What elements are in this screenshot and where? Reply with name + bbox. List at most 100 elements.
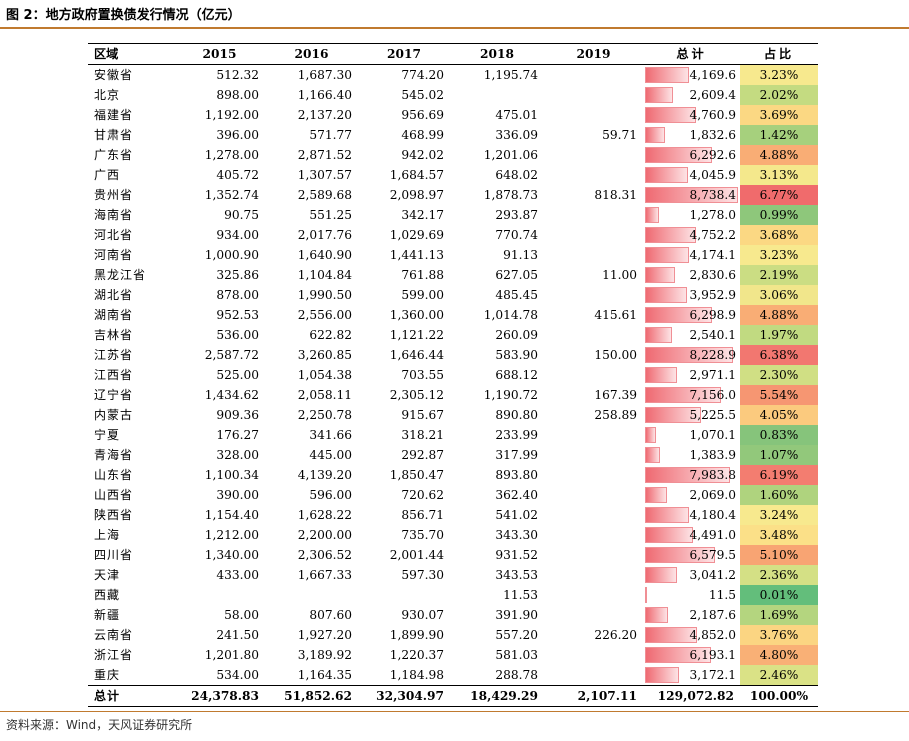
total-data-bar [645,267,676,283]
value-2017: 545.02 [401,88,444,102]
share-cell: 3.23% [740,245,818,265]
value-2016: 622.82 [309,328,352,342]
total-data-bar [645,547,716,563]
total-cell: 7,983.8 [643,465,740,485]
value-2018: 893.80 [495,468,538,482]
value-2015: 952.53 [216,308,259,322]
summary-2016: 51,852.62 [265,685,358,707]
value-2016: 4,139.20 [297,468,352,482]
value-2018: 688.12 [495,368,538,382]
share-cell: 4.80% [740,645,818,665]
share-cell: 3.76% [740,625,818,645]
region-cell: 福建省 [94,108,134,122]
total-value: 4,752.2 [689,228,736,242]
total-value: 4,169.6 [689,68,736,82]
value-2019 [544,525,643,545]
header-2017: 2017 [358,43,450,65]
value-2019 [544,145,643,165]
source-note: 资料来源：Wind，天风证券研究所 [6,718,193,732]
region-cell: 海南省 [94,208,134,222]
value-2016: 571.77 [309,128,352,142]
value-2019: 258.89 [594,408,637,422]
total-data-bar [645,507,690,523]
region-cell: 山西省 [94,488,134,502]
value-2019 [544,425,643,445]
total-value: 2,830.6 [689,268,736,282]
total-data-bar [645,187,738,203]
value-2018: 343.53 [495,568,538,582]
value-2018: 557.20 [495,628,538,642]
value-2019 [544,245,643,265]
total-data-bar [645,607,669,623]
share-cell: 4.88% [740,145,818,165]
value-2016: 807.60 [309,608,352,622]
total-cell: 4,491.0 [643,525,740,545]
share-cell: 2.46% [740,665,818,686]
value-2017: 599.00 [401,288,444,302]
value-2015: 909.36 [216,408,259,422]
total-data-bar [645,247,690,263]
value-2019 [544,485,643,505]
table-row: 山东省 1,100.34 4,139.20 1,850.47 893.80 7,983.8… [88,465,818,485]
value-2019 [544,545,643,565]
total-data-bar [645,327,673,343]
total-cell: 6,292.6 [643,145,740,165]
region-cell: 天津 [94,568,121,582]
total-data-bar [645,367,677,383]
value-2018: 288.78 [495,668,538,682]
total-data-bar [645,407,701,423]
bond-issuance-table: 区域 2015 2016 2017 2018 2019 总计 占比 安徽省 512… [88,43,818,707]
value-2016: 1,667.33 [297,568,352,582]
region-cell: 青海省 [94,448,134,462]
table-row: 河北省 934.00 2,017.76 1,029.69 770.74 4,752.2 3.… [88,225,818,245]
share-cell: 3.06% [740,285,818,305]
table-row: 青海省 328.00 445.00 292.87 317.99 1,383.9 1.07% [88,445,818,465]
region-cell: 甘肃省 [94,128,134,142]
value-2016: 341.66 [309,428,352,442]
total-data-bar [645,87,673,103]
total-data-bar [645,107,696,123]
table-row: 广西 405.72 1,307.57 1,684.57 648.02 4,045.9 3.1… [88,165,818,185]
value-2018: 583.90 [495,348,538,362]
value-2017: 1,360.00 [389,308,444,322]
share-cell: 6.77% [740,185,818,205]
value-2019 [544,505,643,525]
table-row: 重庆 534.00 1,164.35 1,184.98 288.78 3,172.1 2.4… [88,665,818,686]
value-2015: 90.75 [224,208,259,222]
total-value: 6,579.5 [689,548,736,562]
region-cell: 吉林省 [94,328,134,342]
value-2019 [544,645,643,665]
table-row: 宁夏 176.27 341.66 318.21 233.99 1,070.1 0.83% [88,425,818,445]
value-2016: 2,250.78 [297,408,352,422]
value-2017: 1,899.90 [389,628,444,642]
region-cell: 辽宁省 [94,388,134,402]
value-2018: 1,201.06 [483,148,538,162]
region-cell: 广西 [94,168,121,182]
value-2015: 1,201.80 [204,648,259,662]
value-2019 [544,565,643,585]
region-cell: 西藏 [94,588,121,602]
total-cell: 1,070.1 [643,425,740,445]
value-2018: 475.01 [495,108,538,122]
value-2018: 541.02 [495,508,538,522]
value-2016: 3,260.85 [297,348,352,362]
header-total: 总计 [643,43,740,65]
table-row: 湖北省 878.00 1,990.50 599.00 485.45 3,952.9 3.06… [88,285,818,305]
value-2017: 1,220.37 [389,648,444,662]
value-2018: 391.90 [495,608,538,622]
value-2016: 1,164.35 [297,668,352,682]
figure-title: 图 2：地方政府置换债发行情况（亿元） [6,8,241,23]
share-cell: 0.01% [740,585,818,605]
value-2015: 390.00 [216,488,259,502]
total-cell: 4,760.9 [643,105,740,125]
region-cell: 浙江省 [94,648,134,662]
share-cell: 4.88% [740,305,818,325]
total-value: 7,983.8 [689,468,736,482]
value-2016: 596.00 [309,488,352,502]
value-2018: 485.45 [495,288,538,302]
value-2019 [544,605,643,625]
share-cell: 5.10% [740,545,818,565]
value-2017: 735.70 [401,528,444,542]
table-row: 甘肃省 396.00 571.77 468.99 336.09 59.71 1,832.6 1… [88,125,818,145]
region-cell: 重庆 [94,668,121,682]
